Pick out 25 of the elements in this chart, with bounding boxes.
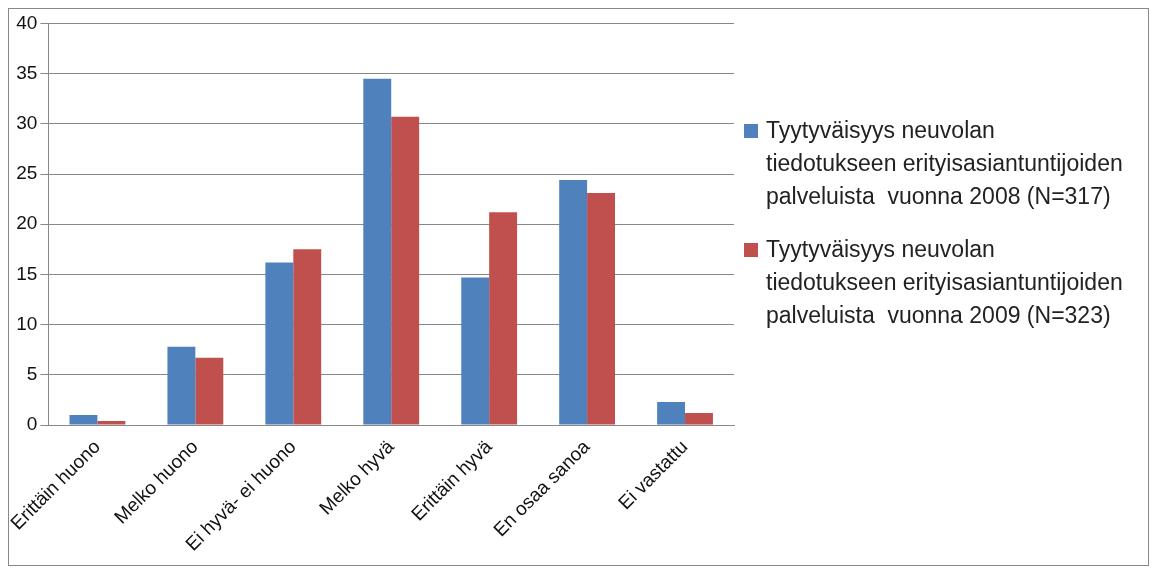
y-tick-label: 5 <box>26 363 38 385</box>
legend-label: Tyytyväisyys neuvolan tiedotukseen erityisasiantuntijoiden palveluista vuonna 2009 (N=323) <box>766 235 1124 330</box>
bar <box>363 78 392 425</box>
bar <box>265 262 294 425</box>
y-tick-label: 30 <box>16 112 38 134</box>
bar <box>167 346 196 425</box>
bar <box>293 249 322 425</box>
bar <box>657 401 686 425</box>
bar <box>69 415 98 425</box>
bar <box>587 193 616 425</box>
y-tick-label: 0 <box>26 413 38 435</box>
bar <box>489 212 518 425</box>
bar <box>97 421 126 425</box>
y-tick-label: 10 <box>16 312 38 334</box>
y-tick-label: 40 <box>16 11 38 33</box>
legend-label: Tyytyväisyys neuvolan tiedotukseen erityisasiantuntijoiden palveluista vuonna 2008 (N=317) <box>766 116 1124 211</box>
y-tick-label: 35 <box>16 61 38 83</box>
bar <box>685 413 713 425</box>
bar <box>559 180 588 425</box>
bar <box>195 357 224 425</box>
bar <box>391 116 420 425</box>
bar <box>461 277 490 425</box>
y-tick-label: 20 <box>16 212 38 234</box>
y-tick-label: 15 <box>16 262 38 284</box>
y-tick-label: 25 <box>16 162 38 184</box>
